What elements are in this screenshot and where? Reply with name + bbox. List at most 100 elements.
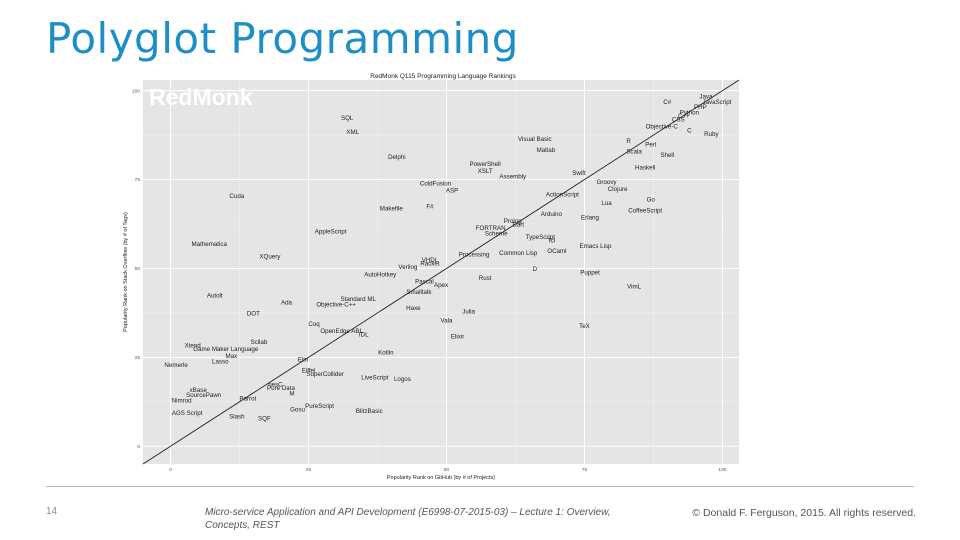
data-point-label: DOT	[247, 310, 260, 317]
data-point-label: AppleScript	[315, 229, 347, 236]
data-point-label: R	[626, 138, 631, 145]
data-point-label: Lasso	[212, 358, 229, 365]
data-labels: JavaScriptJavaPHPPythonC#C++CSSObjective…	[164, 94, 731, 423]
data-point-label: Common Lisp	[499, 250, 538, 257]
data-point-label: Nimrod	[172, 398, 192, 405]
data-point-label: Erlang	[581, 214, 599, 221]
data-point-label: Tcl	[548, 238, 556, 245]
data-point-label: TeX	[579, 323, 590, 330]
data-point-label: nesC	[268, 382, 283, 389]
y-tick-label: 75	[135, 177, 141, 183]
data-point-label: CSS	[672, 117, 685, 124]
y-tick-label: 0	[137, 444, 140, 450]
data-point-label: XQuery	[259, 254, 281, 261]
data-point-label: Coq	[308, 321, 320, 328]
y-tick-label: 50	[135, 266, 141, 272]
data-point-label: Makefile	[380, 206, 404, 213]
data-point-label: AutoHotkey	[364, 271, 397, 278]
data-point-label: CoffeeScript	[628, 207, 662, 214]
data-point-label: OpenEdge ABL	[320, 328, 363, 335]
footer-course-title: Micro-service Application and API Develo…	[205, 507, 611, 531]
data-point-label: Logos	[394, 376, 411, 383]
data-point-label: Pure Data	[267, 385, 295, 392]
data-point-label: Python	[680, 110, 700, 117]
data-point-label: Mathematica	[192, 241, 228, 248]
data-point-label: Elm	[298, 357, 309, 364]
data-point-label: ColdFusion	[420, 181, 452, 188]
data-point-label: XML	[346, 129, 359, 136]
data-point-label: XSLT	[478, 168, 493, 175]
x-tick-label: 100	[718, 467, 726, 473]
data-point-label: SourcePawn	[186, 392, 222, 399]
data-point-label: Prolog	[504, 218, 522, 225]
data-point-label: ASP	[446, 188, 458, 195]
data-point-label: Lua	[601, 200, 612, 207]
data-point-label: Elixir	[451, 334, 464, 341]
slide-title: Polyglot Programming	[46, 14, 519, 63]
data-point-label: Delphi	[388, 154, 406, 161]
data-point-label: xBase	[190, 387, 208, 394]
axis-ticks: 0 25 50 75 100 0 25 50 75 100	[132, 88, 727, 473]
data-point-label: Verilog	[398, 264, 417, 271]
data-point-label: Groovy	[597, 179, 618, 186]
data-point-label: Objective-C++	[316, 302, 356, 309]
data-point-label: Arduino	[541, 211, 563, 218]
y-axis-label: Popularity Rank on Stack Overflow (by # …	[123, 212, 129, 332]
data-point-label: PHP	[694, 104, 707, 111]
data-point-label: Standard ML	[341, 296, 377, 303]
data-point-label: Gosu	[290, 406, 305, 413]
data-point-label: C#	[663, 99, 671, 106]
y-tick-label: 100	[132, 88, 140, 94]
data-point-label: D	[533, 266, 538, 273]
data-point-label: Dart	[512, 222, 524, 229]
data-point-label: Clojure	[608, 186, 628, 193]
data-point-label: PureScript	[305, 403, 334, 410]
x-tick-label: 0	[169, 467, 172, 473]
scatter-chart: RedMonk Q115 Programming Language Rankin…	[118, 68, 748, 488]
data-point-label: Perl	[645, 142, 656, 149]
data-point-label: SuperCollider	[306, 371, 344, 378]
data-point-label: Nemerle	[164, 362, 188, 369]
data-point-label: Racket	[420, 261, 440, 268]
page-number: 14	[46, 506, 58, 517]
data-point-label: Ruby	[704, 131, 719, 138]
data-point-label: Objective-C	[646, 124, 679, 131]
data-point-label: Swift	[572, 170, 586, 177]
data-point-label: Autolt	[207, 293, 223, 300]
x-tick-label: 75	[582, 467, 588, 473]
data-point-label: Java	[699, 94, 713, 101]
x-axis-label: Popularity Rank on GitHub (by # of Proje…	[387, 475, 495, 481]
data-point-label: LiveScript	[361, 374, 388, 381]
redmonk-watermark: RedMonk	[149, 84, 253, 110]
data-point-label: Emacs Lisp	[580, 243, 613, 250]
data-point-label: Xtend	[185, 342, 202, 349]
data-point-label: M	[289, 390, 294, 397]
footer-copyright: © Donald F. Ferguson, 2015. All rights r…	[692, 507, 916, 519]
x-tick-label: 50	[444, 467, 450, 473]
data-point-label: VHDL	[422, 257, 439, 264]
data-point-label: Matlab	[537, 147, 556, 154]
data-point-label: Slash	[229, 414, 245, 421]
data-point-label: F#	[426, 204, 434, 211]
chart-svg: RedMonk Q115 Programming Language Rankin…	[123, 73, 740, 481]
data-point-label: AGS Script	[172, 410, 203, 417]
data-point-label: Haxe	[406, 305, 421, 312]
grid	[143, 80, 739, 464]
data-point-label: OCaml	[547, 248, 566, 255]
data-point-label: Max	[225, 353, 238, 360]
data-point-label: Pascal	[415, 278, 434, 285]
data-point-label: Scala	[626, 149, 642, 156]
data-point-label: Haskell	[635, 165, 655, 172]
data-point-label: SQL	[341, 115, 354, 122]
data-point-label: VimL	[627, 284, 642, 291]
data-point-label: Go	[647, 197, 656, 204]
data-point-label: Smalltalk	[406, 289, 432, 296]
data-point-label: Shell	[660, 152, 674, 159]
data-point-label: JavaScript	[702, 99, 731, 106]
data-point-label: Puppet	[580, 270, 600, 277]
data-point-label: Kotlin	[378, 350, 394, 357]
data-point-label: Vala	[441, 318, 453, 325]
data-point-label: Visual Basic	[518, 136, 552, 143]
data-point-label: Parrot	[239, 396, 256, 403]
data-point-label: PowerShell	[469, 161, 500, 168]
